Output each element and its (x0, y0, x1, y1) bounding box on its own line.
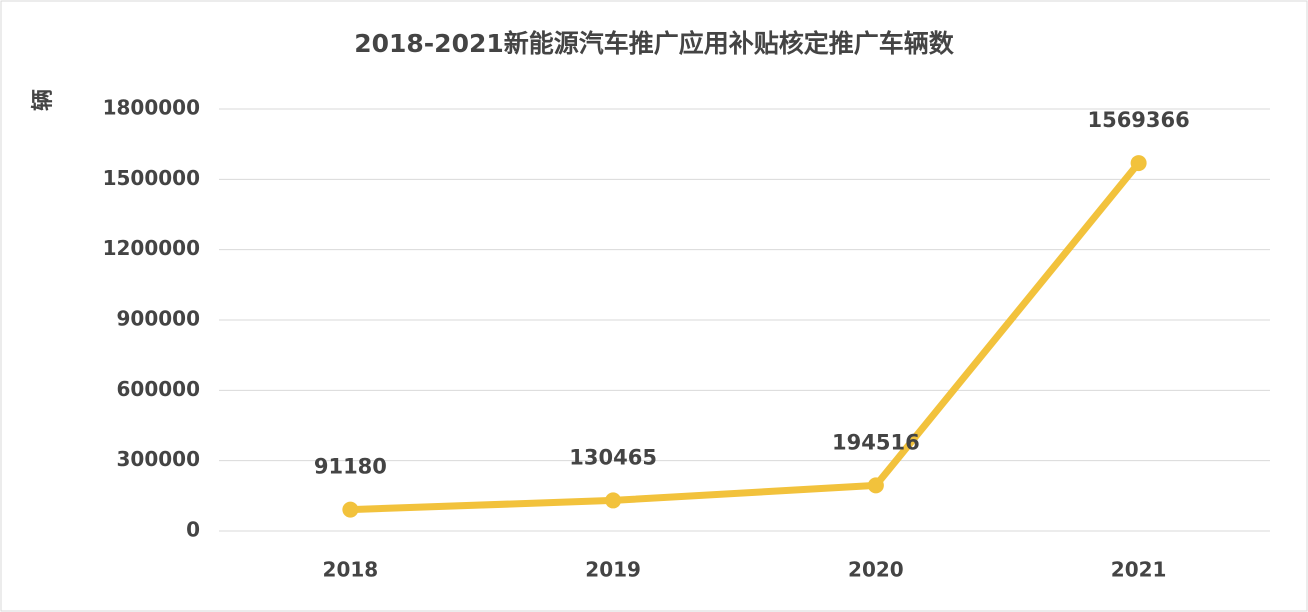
x-tick-label: 2019 (585, 558, 641, 582)
data-label: 130465 (569, 445, 657, 469)
point (342, 501, 359, 518)
data-label: 194516 (832, 430, 920, 454)
y-axis-label: 辆 (30, 89, 56, 111)
y-tick-label: 1500000 (103, 166, 200, 190)
line (350, 160, 1142, 514)
point (867, 477, 884, 494)
point (1130, 155, 1147, 172)
x-tick-label: 2021 (1111, 558, 1167, 582)
y-tick-label: 0 (186, 518, 200, 542)
data-label: 91180 (314, 455, 387, 479)
chart-title: 2018-2021新能源汽车推广应用补贴核定推广车辆数 (354, 29, 955, 58)
y-tick-label: 900000 (117, 307, 201, 331)
x-tick-label: 2018 (323, 558, 379, 582)
x-tick-label: 2020 (848, 558, 904, 582)
y-tick-label: 1200000 (103, 236, 200, 260)
point (605, 492, 622, 509)
y-tick-label: 1800000 (103, 96, 200, 120)
y-tick-label: 600000 (117, 377, 201, 401)
y-tick-label: 300000 (117, 447, 201, 471)
data-label: 1569366 (1087, 108, 1189, 132)
